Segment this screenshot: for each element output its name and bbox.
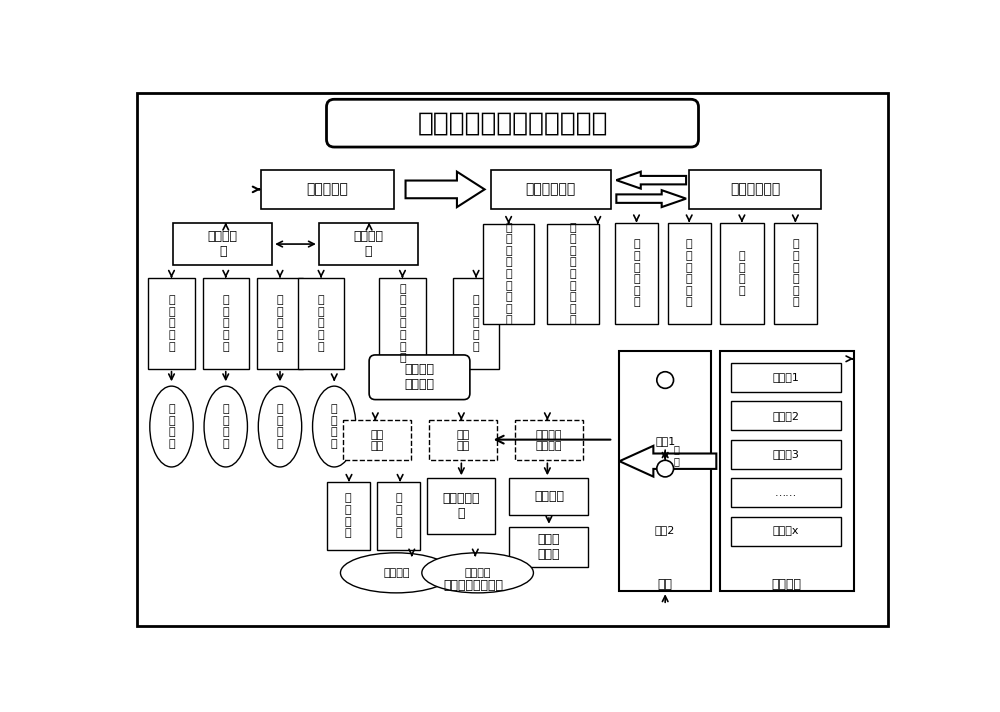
FancyBboxPatch shape bbox=[326, 99, 698, 147]
Text: 隐性
信息: 隐性 信息 bbox=[456, 429, 470, 451]
Bar bbox=[731, 401, 841, 430]
Text: 创
新
设
计: 创 新 设 计 bbox=[331, 404, 338, 449]
Ellipse shape bbox=[258, 386, 302, 467]
Ellipse shape bbox=[204, 386, 247, 467]
Bar bbox=[509, 478, 588, 515]
Text: 响
应: 响 应 bbox=[674, 444, 680, 466]
Polygon shape bbox=[616, 172, 686, 189]
Bar bbox=[720, 351, 854, 592]
Text: 主动推送平台: 主动推送平台 bbox=[730, 182, 780, 197]
Polygon shape bbox=[616, 190, 686, 207]
Text: 基
于
设
计
案
例: 基 于 设 计 案 例 bbox=[792, 239, 799, 308]
Bar bbox=[774, 223, 817, 324]
Text: 用户设计
能力模型: 用户设计 能力模型 bbox=[404, 363, 434, 392]
Text: 用户1: 用户1 bbox=[655, 436, 675, 446]
Text: 生
态
设
计
的
基
本
知
识: 生 态 设 计 的 基 本 知 识 bbox=[570, 223, 576, 325]
Bar bbox=[453, 278, 499, 369]
Text: 企
业
标
准: 企 业 标 准 bbox=[222, 404, 229, 449]
Ellipse shape bbox=[422, 553, 533, 593]
Bar bbox=[619, 351, 711, 592]
Bar bbox=[333, 351, 613, 592]
Text: 三
维
模
型
数
据
库: 三 维 模 型 数 据 库 bbox=[399, 283, 406, 363]
Text: 数据库模块: 数据库模块 bbox=[306, 182, 348, 197]
Text: 行
业
标
准: 行 业 标 准 bbox=[277, 404, 283, 449]
Bar bbox=[731, 362, 841, 392]
Text: 知识行为: 知识行为 bbox=[464, 568, 491, 578]
Text: 个
人
信
息: 个 人 信 息 bbox=[345, 493, 352, 538]
Bar bbox=[483, 224, 534, 324]
Text: 生态设
计偏好: 生态设 计偏好 bbox=[538, 533, 560, 560]
Text: 子任务3: 子任务3 bbox=[773, 449, 800, 459]
Text: 基
于
用
户: 基 于 用 户 bbox=[739, 251, 745, 295]
Bar bbox=[427, 478, 495, 533]
Bar bbox=[668, 223, 711, 324]
Text: 用户偏好: 用户偏好 bbox=[534, 490, 564, 503]
Text: 用户生态
设计偏好: 用户生态 设计偏好 bbox=[536, 429, 562, 451]
Text: 子任务x: 子任务x bbox=[773, 526, 799, 536]
Text: 检索行为: 检索行为 bbox=[383, 568, 410, 578]
Bar bbox=[689, 170, 821, 209]
Text: 用户设计能力模型: 用户设计能力模型 bbox=[443, 580, 503, 592]
Text: 国
家
标
准: 国 家 标 准 bbox=[168, 404, 175, 449]
Bar bbox=[173, 223, 272, 265]
Text: 用
户
数
据
库: 用 户 数 据 库 bbox=[473, 295, 479, 352]
Text: 资源匹配模块: 资源匹配模块 bbox=[526, 182, 576, 197]
Text: 生态设计知识主动推送系统: 生态设计知识主动推送系统 bbox=[417, 110, 608, 136]
Bar bbox=[343, 420, 411, 461]
Bar bbox=[621, 205, 854, 335]
Bar bbox=[720, 223, 764, 324]
Text: 专
利
数
据
库: 专 利 数 据 库 bbox=[277, 295, 283, 352]
Text: 企业数据
库: 企业数据 库 bbox=[353, 230, 383, 258]
Text: 任务分解: 任务分解 bbox=[772, 578, 802, 591]
Text: 生态设计
库: 生态设计 库 bbox=[208, 230, 238, 258]
Bar bbox=[298, 278, 344, 369]
Text: 基
于
工
作
阶
段: 基 于 工 作 阶 段 bbox=[633, 239, 640, 308]
Bar bbox=[547, 224, 599, 324]
Bar bbox=[731, 517, 841, 546]
Bar bbox=[731, 478, 841, 508]
Ellipse shape bbox=[313, 386, 356, 467]
Circle shape bbox=[657, 372, 674, 388]
Bar bbox=[139, 205, 480, 582]
Ellipse shape bbox=[340, 553, 452, 593]
Text: 子任务1: 子任务1 bbox=[773, 372, 800, 382]
Text: 案
例
数
据
库: 案 例 数 据 库 bbox=[318, 295, 324, 352]
Bar bbox=[429, 420, 497, 461]
Text: 日常知识行
为: 日常知识行 为 bbox=[443, 492, 480, 520]
Text: 生
态
设
计
的
经
验
匹
配: 生 态 设 计 的 经 验 匹 配 bbox=[505, 223, 512, 325]
Bar bbox=[261, 170, 394, 209]
Bar bbox=[257, 278, 303, 369]
Bar bbox=[491, 170, 611, 209]
Text: 工
作
信
息: 工 作 信 息 bbox=[395, 493, 402, 538]
Bar bbox=[319, 223, 418, 265]
Text: 标
准
数
据
库: 标 准 数 据 库 bbox=[222, 295, 229, 352]
Bar bbox=[148, 278, 195, 369]
Bar bbox=[326, 482, 370, 550]
Text: 用户2: 用户2 bbox=[655, 525, 675, 535]
Bar bbox=[202, 278, 249, 369]
Text: 概
念
数
据
库: 概 念 数 据 库 bbox=[168, 295, 175, 352]
Text: 用户: 用户 bbox=[658, 578, 673, 591]
Circle shape bbox=[657, 460, 674, 477]
Text: 显性
信息: 显性 信息 bbox=[370, 429, 384, 451]
Bar bbox=[731, 439, 841, 469]
Bar bbox=[615, 223, 658, 324]
Bar bbox=[379, 278, 426, 369]
Text: 基
于
设
计
知
识: 基 于 设 计 知 识 bbox=[686, 239, 693, 308]
Bar bbox=[509, 527, 588, 567]
Bar bbox=[377, 482, 420, 550]
Bar bbox=[515, 420, 583, 461]
Polygon shape bbox=[406, 172, 485, 207]
Text: ……: …… bbox=[775, 488, 797, 498]
Ellipse shape bbox=[150, 386, 193, 467]
Text: 子任务2: 子任务2 bbox=[773, 411, 800, 421]
Polygon shape bbox=[619, 446, 716, 476]
FancyBboxPatch shape bbox=[369, 355, 470, 399]
